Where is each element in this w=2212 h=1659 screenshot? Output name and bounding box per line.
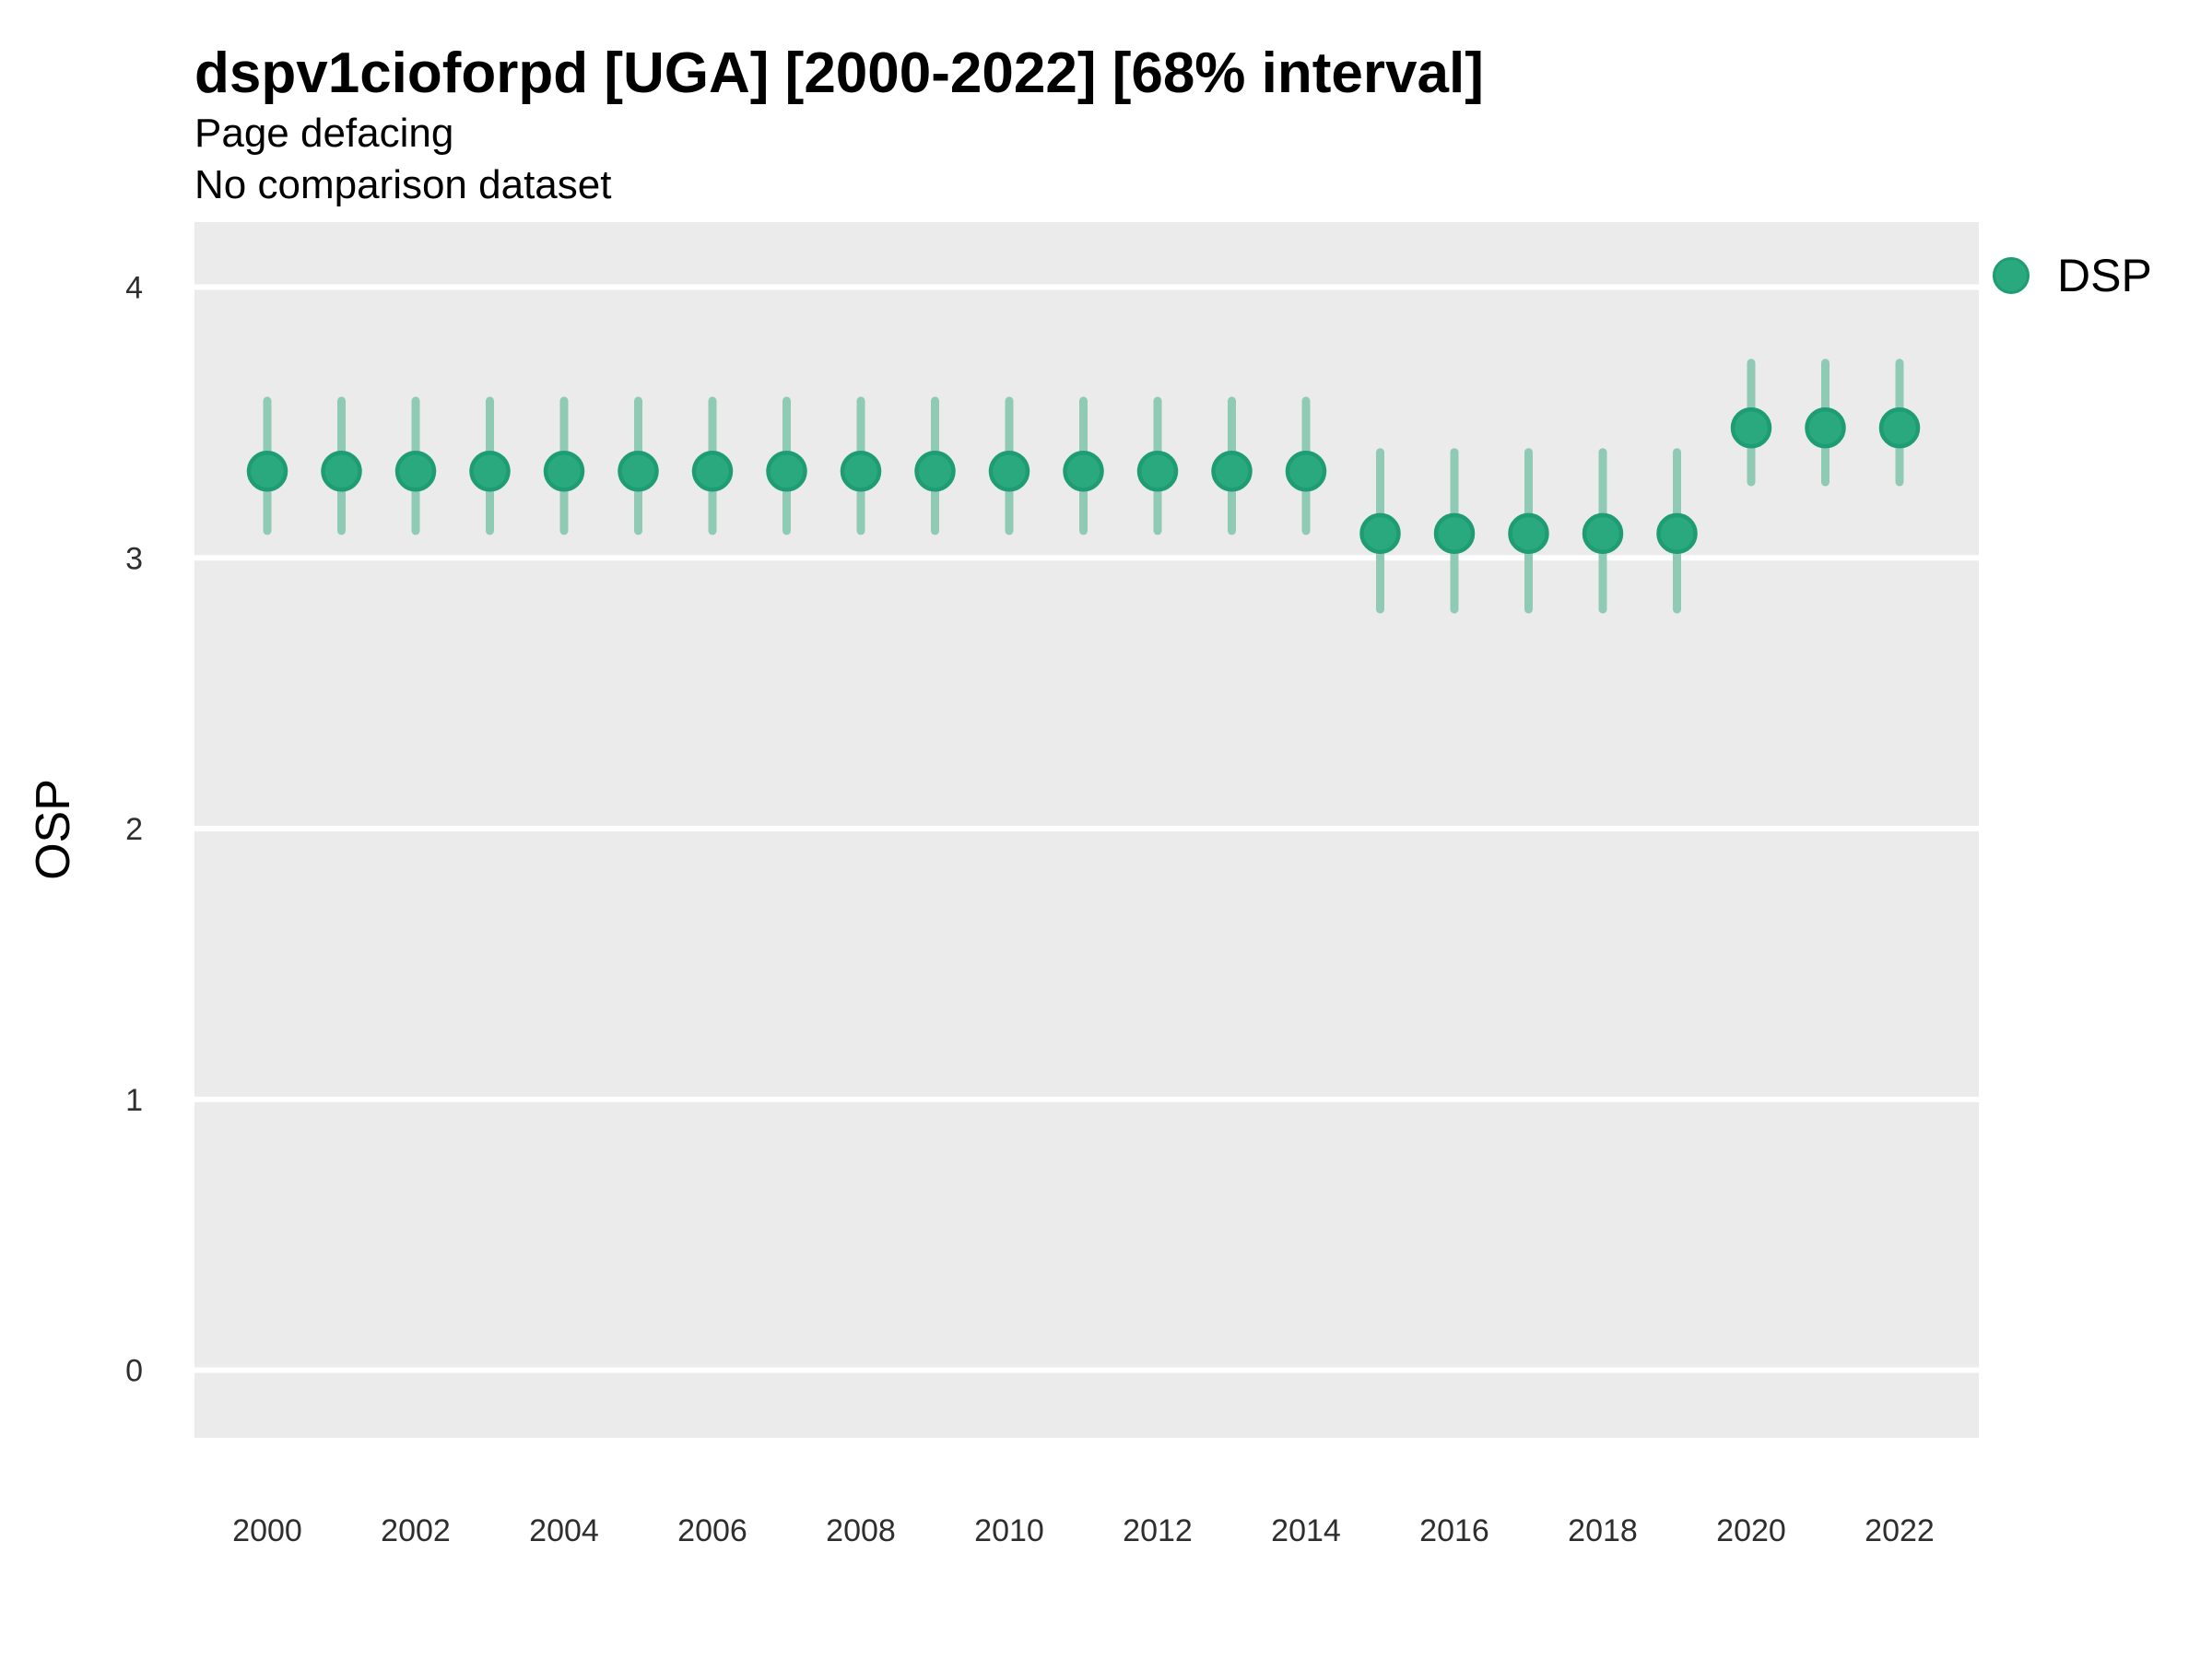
point-DSP-2001	[321, 451, 362, 492]
x-tick-label-2008: 2008	[826, 1513, 896, 1548]
x-tick-label-2000: 2000	[232, 1513, 302, 1548]
point-DSP-2015	[1359, 512, 1401, 555]
point-DSP-2011	[1063, 451, 1104, 492]
point-DSP-2019	[1656, 512, 1698, 555]
legend-marker-dsp	[1993, 257, 2030, 294]
grid-line-y-4	[194, 284, 1979, 290]
chart-subtitle-line1: Page defacing	[194, 111, 454, 156]
x-tick-label-2020: 2020	[1716, 1513, 1786, 1548]
point-DSP-2016	[1433, 512, 1476, 555]
point-DSP-2006	[691, 451, 734, 492]
point-DSP-2008	[840, 451, 882, 492]
point-DSP-2009	[914, 451, 956, 492]
x-tick-label-2012: 2012	[1123, 1513, 1193, 1548]
point-DSP-2003	[469, 451, 511, 492]
y-tick-label-2: 2	[125, 812, 143, 847]
x-tick-label-2022: 2022	[1865, 1513, 1935, 1548]
x-tick-label-2010: 2010	[974, 1513, 1044, 1548]
x-tick-label-2006: 2006	[677, 1513, 747, 1548]
x-tick-label-2004: 2004	[529, 1513, 599, 1548]
grid-line-y-2	[194, 826, 1979, 832]
point-DSP-2021	[1805, 407, 1846, 449]
point-DSP-2018	[1582, 512, 1624, 555]
point-DSP-2013	[1211, 451, 1253, 492]
y-tick-label-3: 3	[125, 541, 143, 576]
x-tick-label-2016: 2016	[1419, 1513, 1489, 1548]
point-DSP-2007	[766, 451, 807, 492]
point-DSP-2022	[1878, 407, 1921, 449]
point-DSP-2020	[1730, 407, 1772, 449]
point-DSP-2004	[543, 451, 585, 492]
x-tick-label-2014: 2014	[1271, 1513, 1341, 1548]
point-DSP-2005	[618, 451, 659, 492]
point-DSP-2000	[246, 451, 288, 492]
point-DSP-2012	[1136, 451, 1179, 492]
chart-subtitle-line2: No comparison dataset	[194, 162, 612, 207]
y-tick-label-4: 4	[125, 271, 143, 306]
x-tick-label-2002: 2002	[381, 1513, 451, 1548]
point-DSP-2010	[988, 451, 1030, 492]
y-tick-label-0: 0	[125, 1354, 143, 1389]
legend: DSP	[1993, 249, 2152, 302]
grid-line-y-3	[194, 555, 1979, 561]
chart-title: dspv1cioforpd [UGA] [2000-2022] [68% int…	[194, 41, 1484, 105]
grid-line-y-1	[194, 1096, 1979, 1102]
legend-label-dsp: DSP	[2057, 250, 2152, 301]
point-DSP-2002	[394, 451, 437, 492]
grid-line-y-0	[194, 1367, 1979, 1373]
point-DSP-2017	[1508, 512, 1549, 555]
x-tick-label-2018: 2018	[1568, 1513, 1638, 1548]
point-DSP-2014	[1285, 451, 1327, 492]
y-tick-label-1: 1	[125, 1083, 143, 1118]
